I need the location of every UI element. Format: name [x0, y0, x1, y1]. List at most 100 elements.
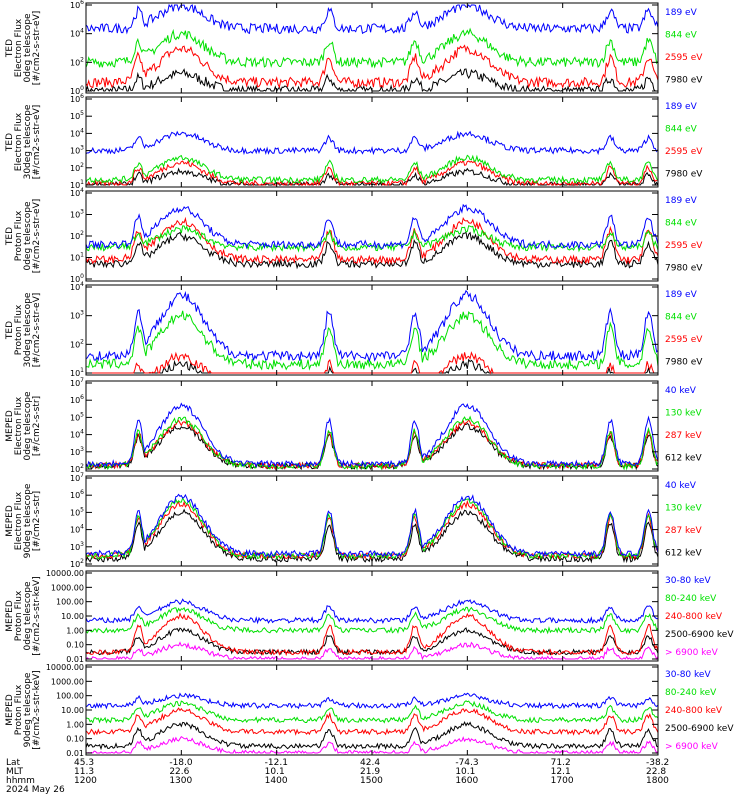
- y-tick-label: 102: [70, 463, 84, 474]
- y-tick-label: 104: [70, 281, 84, 292]
- legend-black: 7980 eV: [665, 76, 703, 86]
- legend-red: 2595 eV: [665, 53, 703, 63]
- y-tick-label: 106: [70, 93, 84, 104]
- y-axis-label-line: Electron Flux: [14, 396, 24, 455]
- y-tick-label: 100.00: [56, 598, 84, 607]
- series-green-trace: [85, 225, 659, 253]
- series-red-trace: [85, 216, 659, 266]
- footer-mlt-value: 10.1: [455, 767, 476, 777]
- y-tick-label: 103: [70, 145, 84, 156]
- legend-black: 612 keV: [665, 549, 702, 559]
- y-tick-label: 102: [70, 162, 84, 173]
- y-tick-label: 105: [70, 506, 84, 517]
- y-tick-label: 10.00: [61, 612, 84, 621]
- panel-5: 102 103 104 105 106 107 MEPED Electron Flux 0deg…: [5, 377, 702, 474]
- y-axis-label-line: MEPED: [5, 694, 15, 726]
- legend-red: 240-800 keV: [665, 612, 723, 622]
- y-axis-label-line: Proton Flux: [14, 304, 24, 355]
- series-blue-trace: [85, 289, 659, 363]
- series-green-trace: [85, 496, 659, 561]
- y-axis-label-line: TED: [5, 227, 15, 246]
- series-green-trace: [85, 27, 659, 69]
- series-black-trace: [85, 720, 659, 751]
- y-tick-label: 1.00: [66, 720, 84, 729]
- series-blue-trace: [85, 3, 659, 35]
- y-tick-label: 101: [70, 179, 84, 190]
- y-axis-label: MEPED Electron Flux 90deg telescope [#/cm2-…: [5, 483, 42, 558]
- footer-mlt-value: 22.6: [169, 767, 190, 777]
- footer-hhmm-value: 1800: [646, 776, 669, 786]
- y-axis-label-line: [#/cm2-s-str-keV]: [32, 576, 42, 655]
- footer-hhmm-value: 1700: [550, 776, 574, 786]
- footer-hhmm-value: 1300: [169, 776, 193, 786]
- panel-1: 100 102 104 106 TED Electron Flux 0deg telesco…: [5, 0, 703, 96]
- y-axis-label-line: 0deg telescope: [23, 13, 33, 83]
- y-tick-label: 105: [70, 110, 84, 121]
- series-green-trace: [85, 415, 659, 471]
- legend-magenta: > 6900 keV: [665, 742, 719, 752]
- footer-hhmm-value: 1200: [74, 776, 97, 786]
- legend-black: 2500-6900 keV: [665, 630, 734, 640]
- y-tick-label: 106: [70, 394, 84, 405]
- series-green-trace: [85, 310, 659, 371]
- y-tick-label: 106: [70, 489, 84, 500]
- footer-hhmm-value: 1400: [264, 776, 288, 786]
- legend-green: 80-240 keV: [665, 594, 717, 604]
- legend-green: 130 keV: [665, 409, 702, 419]
- series-red-trace: [85, 418, 659, 471]
- series-red-trace: [86, 351, 658, 375]
- y-axis-label-line: 90deg telescope: [23, 672, 33, 747]
- orbit-footer: Lat MLT hhmm 2024 May 26 45.3 -18.0 -12.1 4…: [0, 758, 750, 800]
- y-tick-label: 100: [70, 85, 84, 96]
- legend-green: 844 eV: [665, 219, 698, 229]
- panel-7: 0.01 0.10 1.00 10.00 100.00 1000.00 10000.00 ME…: [5, 569, 734, 664]
- y-tick-label: 102: [70, 230, 84, 241]
- y-tick-label: 1.00: [66, 626, 84, 635]
- y-tick-label: 101: [70, 252, 84, 263]
- footer-date-label: 2024 May 26: [6, 785, 65, 795]
- legend-red: 2595 eV: [665, 335, 703, 345]
- series-green-trace: [85, 154, 659, 185]
- y-axis-label-line: MEPED: [5, 505, 15, 537]
- y-axis-label-line: TED: [5, 39, 15, 58]
- y-tick-label: 102: [70, 558, 84, 569]
- series-blue-trace: [85, 130, 659, 156]
- footer-mlt-value: 12.1: [550, 767, 571, 777]
- panel-6: 102 103 104 105 106 107 MEPED Electron Flux 90de…: [5, 472, 702, 569]
- y-axis-label-line: [#/cm2-s-str]: [32, 396, 42, 456]
- legend-blue: 189 eV: [665, 102, 698, 112]
- legend-blue: 189 eV: [665, 8, 698, 18]
- y-tick-label: 104: [70, 127, 84, 138]
- y-axis-label-line: [#/cm2-s-str]: [32, 491, 42, 551]
- y-axis-label: TED Electron Flux 30deg telescope [#/cm2-s-…: [5, 104, 42, 179]
- series-red-trace: [85, 44, 659, 89]
- footer-lat-value: -74.3: [455, 758, 479, 768]
- y-axis-label-line: TED: [5, 133, 15, 152]
- y-axis-label-line: [#/cm2-s-str-keV]: [32, 670, 42, 749]
- y-axis-label-line: 0deg telescope: [23, 581, 33, 651]
- y-tick-label: 105: [70, 411, 84, 422]
- y-axis-label-line: MEPED: [5, 600, 15, 632]
- series-red-trace: [85, 707, 659, 736]
- footer-lat-value: -38.2: [646, 758, 670, 768]
- legend-black: 7980 eV: [665, 264, 703, 274]
- footer-lat-value: -12.1: [264, 758, 288, 768]
- y-tick-label: 0.01: [66, 749, 84, 758]
- legend-black: 612 keV: [665, 454, 702, 464]
- y-tick-label: 101: [70, 367, 84, 378]
- y-tick-label: 103: [70, 541, 84, 552]
- legend-blue: 189 eV: [665, 196, 698, 206]
- footer-lat-label: Lat: [6, 758, 21, 768]
- series-red-trace: [85, 612, 659, 657]
- y-axis-label-line: Proton Flux: [14, 590, 24, 641]
- y-tick-label: 10000.00: [46, 569, 84, 578]
- legend-blue: 40 keV: [665, 481, 697, 491]
- footer-hhmm-value: 1600: [455, 776, 479, 786]
- y-axis-label-line: 0deg telescope: [23, 201, 33, 271]
- panel-frame: [85, 190, 659, 282]
- y-tick-label: 107: [70, 377, 84, 388]
- y-tick-label: 104: [70, 28, 84, 39]
- footer-hhmm-value: 1500: [360, 776, 383, 786]
- y-tick-label: 0.01: [66, 655, 84, 664]
- y-axis-label-line: 90deg telescope: [23, 483, 33, 558]
